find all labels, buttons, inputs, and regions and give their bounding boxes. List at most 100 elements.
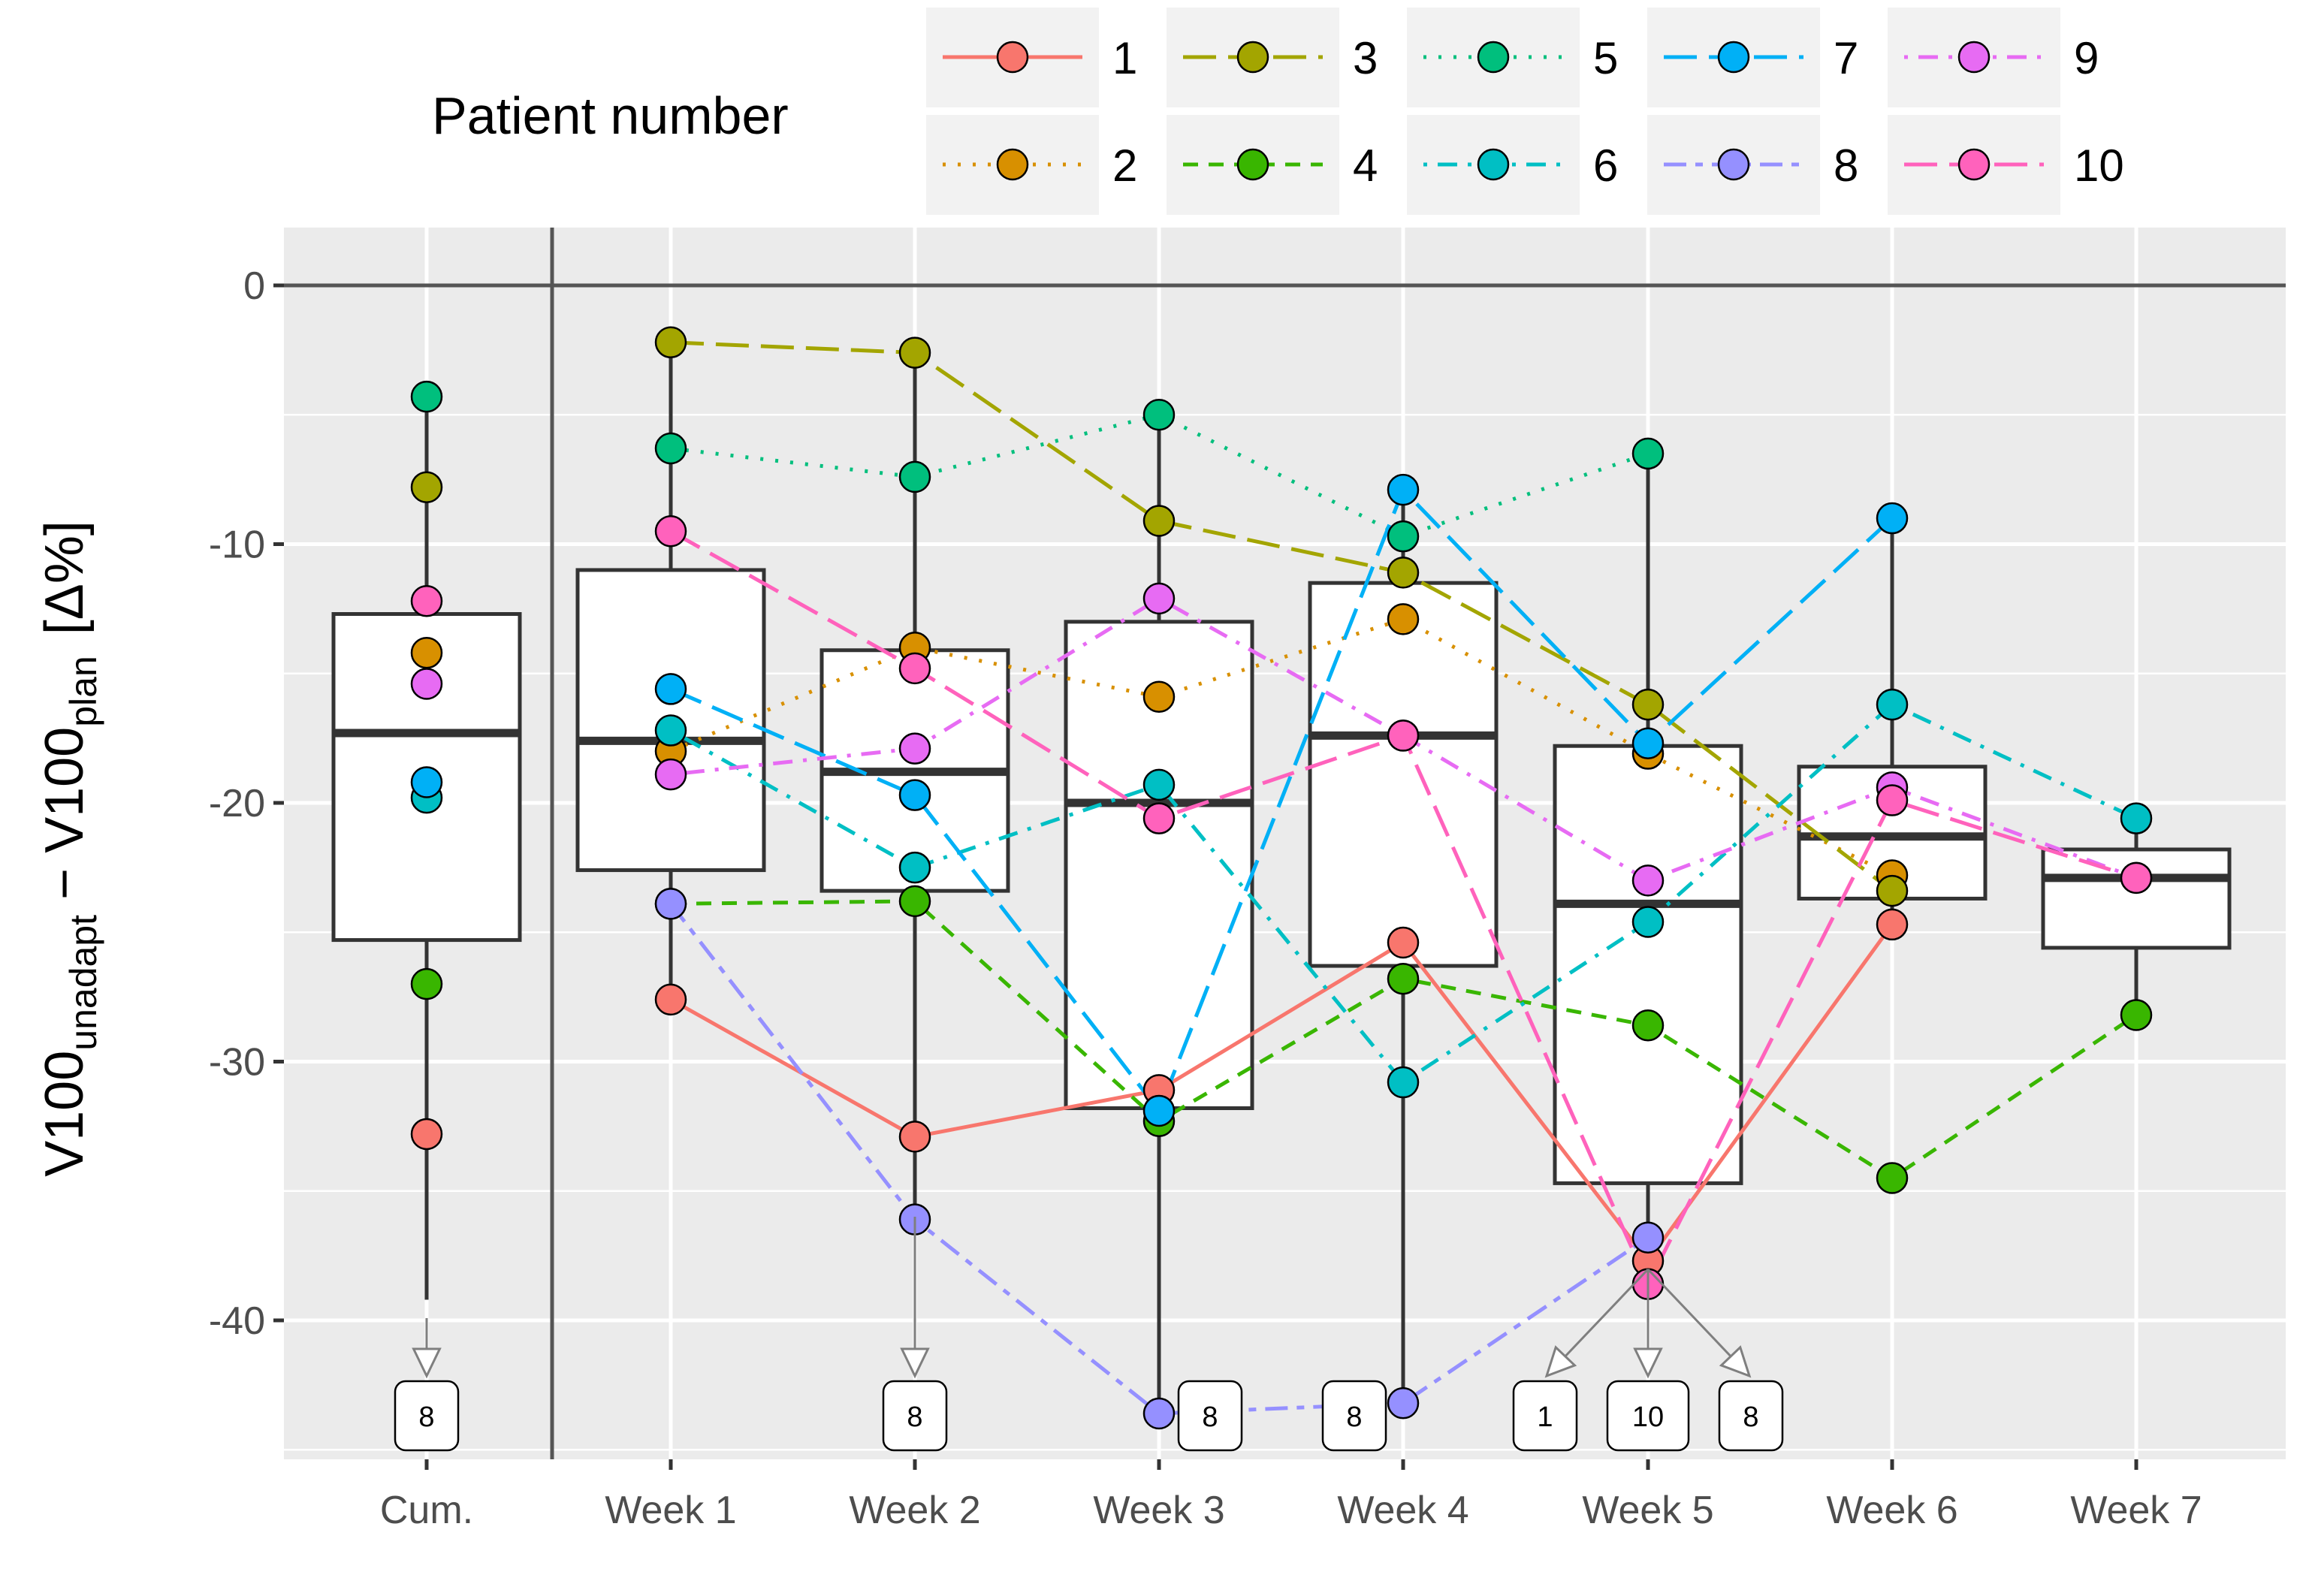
patient-point-3-week-4 — [1387, 557, 1420, 589]
patient-point-6-week-3 — [1142, 768, 1176, 801]
patient-point-6-week-6 — [1876, 688, 1909, 721]
patient-point-1-week-1 — [654, 983, 687, 1016]
patient-point-10-week-4 — [1387, 720, 1420, 752]
patient-point-9-week-5 — [1631, 864, 1665, 897]
x-tick-label: Week 5 — [1582, 1489, 1713, 1532]
clipped-label-box — [1718, 1380, 1784, 1452]
cumulative-point-9 — [410, 668, 443, 700]
legend-item-10: 10 — [1888, 115, 2124, 215]
clipped-label-text: 10 — [1632, 1401, 1664, 1433]
patient-point-2-week-3 — [1142, 680, 1176, 714]
legend: 1 3 5 7 9 2 4 6 8 10 — [926, 8, 2124, 215]
patient-point-4-week-6 — [1876, 1162, 1909, 1194]
legend-label: 10 — [2074, 140, 2124, 191]
cumulative-point-3 — [410, 471, 443, 503]
x-tick-label: Week 6 — [1826, 1489, 1957, 1532]
y-tick-label: -30 — [209, 1041, 265, 1085]
patient-point-9-week-1 — [654, 758, 687, 791]
legend-title: Patient number — [432, 86, 789, 145]
patient-point-7-week-6 — [1876, 502, 1909, 535]
clipped-label-text: 8 — [907, 1401, 922, 1433]
clipped-callout-0: 8 — [394, 1318, 460, 1452]
legend-key-point — [1717, 41, 1750, 74]
patient-point-10-week-2 — [898, 652, 931, 685]
legend-item-1: 1 — [926, 8, 1137, 107]
clipped-callout-5: 10 — [1606, 1269, 1690, 1452]
legend-item-4: 4 — [1167, 115, 1378, 215]
legend-item-8: 8 — [1647, 115, 1858, 215]
box-2 — [819, 352, 1010, 1220]
clipped-label-text: 8 — [1743, 1401, 1758, 1433]
patient-point-6-week-5 — [1631, 906, 1665, 938]
legend-key-point — [1957, 148, 1991, 181]
legend-item-3: 3 — [1167, 8, 1378, 107]
patient-point-8-week-5 — [1631, 1221, 1665, 1254]
patient-point-10-week-1 — [654, 515, 687, 548]
legend-label: 9 — [2074, 33, 2099, 83]
patient-point-3-week-5 — [1631, 688, 1665, 721]
clipped-label-text: 1 — [1537, 1401, 1553, 1433]
clipped-label-box — [1321, 1380, 1387, 1452]
clipped-label-text: 8 — [1202, 1401, 1218, 1433]
patient-point-10-week-7 — [2120, 861, 2153, 895]
patient-point-8-week-1 — [654, 888, 687, 920]
clipped-arrow-head — [1633, 1347, 1663, 1379]
legend-label: 5 — [1593, 33, 1618, 83]
legend-item-7: 7 — [1647, 8, 1858, 107]
legend-key-point — [1957, 41, 1991, 74]
clipped-arrow-head — [412, 1347, 442, 1379]
patient-point-1-week-6 — [1876, 908, 1909, 941]
y-tick-label: 0 — [243, 264, 265, 308]
cumulative-point-2 — [410, 636, 443, 669]
patient-line-7 — [670, 487, 1894, 1113]
y-label-sub-2: plan — [62, 656, 104, 727]
x-tick-label: Week 4 — [1337, 1489, 1468, 1532]
x-tick-label: Week 1 — [605, 1489, 736, 1532]
legend-key-point — [1236, 41, 1269, 74]
box-iqr — [1308, 581, 1499, 968]
legend-label: 4 — [1353, 140, 1378, 191]
legend-label: 1 — [1112, 33, 1137, 83]
patient-point-7-week-2 — [898, 779, 931, 811]
patient-point-2-week-4 — [1387, 603, 1420, 635]
patient-point-4-week-7 — [2120, 999, 2153, 1031]
y-axis: 0 -10 -20 -30 -40 — [209, 264, 284, 1343]
clipped-label-box — [882, 1380, 948, 1452]
clipped-callouts-layer: 8 8 8 8 1 10 8 — [394, 1217, 1784, 1452]
patient-point-3-week-2 — [898, 336, 931, 369]
x-tick-label: Week 3 — [1093, 1489, 1224, 1532]
patient-point-8-week-3 — [1142, 1397, 1176, 1430]
x-tick-label: Cum. — [380, 1489, 473, 1532]
x-tick-label: Week 7 — [2070, 1489, 2202, 1532]
legend-label: 8 — [1834, 140, 1858, 191]
patient-point-5-week-2 — [898, 460, 931, 493]
patient-point-4-week-5 — [1631, 1009, 1665, 1042]
box-4 — [1308, 490, 1499, 1404]
patient-point-4-week-4 — [1387, 963, 1420, 995]
legend-key-point — [996, 41, 1029, 74]
legend-key-point — [1236, 148, 1269, 181]
legend-key-point — [1477, 41, 1510, 74]
patient-point-7-week-1 — [654, 673, 687, 705]
legend-label: 7 — [1834, 33, 1858, 83]
x-tick-label: Week 2 — [849, 1489, 980, 1532]
clipped-callout-2: 8 — [1177, 1380, 1243, 1452]
patient-point-3-week-1 — [654, 326, 687, 359]
legend-item-6: 6 — [1407, 115, 1618, 215]
clipped-callout-6: 8 — [1646, 1268, 1784, 1452]
clipped-arrow-head — [1719, 1345, 1752, 1378]
patient-point-4-week-2 — [898, 885, 931, 918]
patient-point-9-week-2 — [898, 732, 931, 765]
legend-item-5: 5 — [1407, 8, 1618, 107]
patient-point-5-week-1 — [654, 432, 687, 465]
patient-point-6-week-4 — [1387, 1066, 1420, 1099]
patient-point-6-week-7 — [2120, 802, 2153, 834]
y-label-sub-1: unadapt — [62, 915, 104, 1051]
legend-label: 3 — [1353, 33, 1378, 83]
clipped-callout-4: 1 — [1512, 1268, 1650, 1452]
cumulative-point-7 — [410, 766, 443, 798]
clipped-callout-3: 8 — [1321, 1380, 1387, 1452]
legend-item-2: 2 — [926, 115, 1137, 215]
clipped-label-text: 8 — [418, 1401, 434, 1433]
legend-key-point — [1477, 148, 1510, 181]
